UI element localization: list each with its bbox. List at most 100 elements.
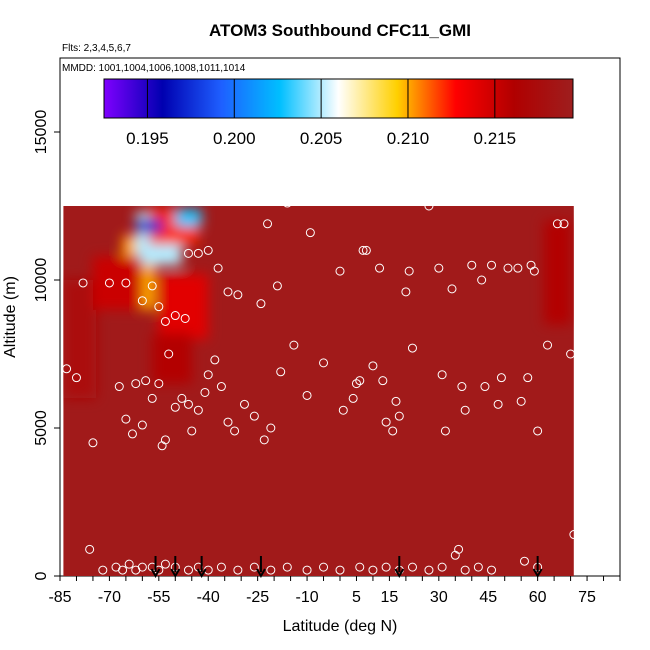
flight-point: [513, 263, 523, 273]
x-tick-label: -55: [147, 589, 170, 606]
flight-point: [437, 562, 447, 572]
flight-point: [378, 376, 388, 386]
flight-point: [170, 402, 180, 412]
flight-point: [447, 284, 457, 294]
flight-point: [121, 278, 131, 288]
flight-marker-arrowhead: [196, 568, 207, 579]
heatmap-cell: [544, 220, 571, 325]
flight-point: [164, 349, 174, 359]
flight-point: [404, 266, 414, 276]
flight-point: [193, 248, 203, 258]
flight-point: [131, 379, 141, 389]
flight-point: [137, 296, 147, 306]
flight-point: [351, 379, 361, 389]
flight-point: [147, 393, 157, 403]
flight-point: [368, 565, 378, 575]
flight-point: [98, 565, 108, 575]
flight-point: [407, 343, 417, 353]
flight-point: [104, 278, 114, 288]
heatmap-cell: [152, 333, 192, 384]
flight-point: [85, 544, 95, 554]
flight-point: [519, 556, 529, 566]
flight-point: [249, 562, 259, 572]
flight-point: [233, 290, 243, 300]
x-tick-label: -25: [246, 589, 269, 606]
x-tick-label: 75: [578, 589, 596, 606]
flight-point: [88, 438, 98, 448]
flight-point: [137, 562, 147, 572]
chart-title: ATOM3 Southbound CFC11_GMI: [209, 21, 471, 40]
flight-point: [71, 373, 81, 383]
flight-point: [62, 364, 72, 374]
flight-point: [147, 281, 157, 291]
flight-point: [460, 565, 470, 575]
flight-point: [263, 219, 273, 229]
flight-point: [319, 562, 329, 572]
flight-point: [272, 281, 282, 291]
flight-point: [467, 260, 477, 270]
x-tick-label: 45: [479, 589, 497, 606]
flight-point: [160, 435, 170, 445]
flight-point: [121, 414, 131, 424]
flight-points: [62, 198, 579, 575]
flight-point: [473, 562, 483, 572]
heatmap-cell: [158, 274, 209, 340]
heatmap-cell: [92, 256, 143, 310]
flight-point: [160, 559, 170, 569]
flight-point: [183, 565, 193, 575]
flight-point: [460, 405, 470, 415]
flight-point: [424, 565, 434, 575]
flight-point: [529, 266, 539, 276]
flight-point: [200, 387, 210, 397]
flight-point: [434, 263, 444, 273]
colorbar-gradient: [103, 78, 574, 119]
flight-point: [289, 340, 299, 350]
flight-point: [401, 287, 411, 297]
flight-point: [203, 245, 213, 255]
flight-point: [457, 382, 467, 392]
flight-point: [216, 562, 226, 572]
flight-point: [543, 340, 553, 350]
flight-point: [137, 420, 147, 430]
flight-point: [487, 565, 497, 575]
flight-point: [566, 349, 576, 359]
flight-point: [480, 382, 490, 392]
y-tick-label: 10000: [33, 258, 50, 303]
flight-point: [487, 260, 497, 270]
flight-point: [533, 426, 543, 436]
flight-point: [407, 562, 417, 572]
x-axis: -85 -70 -55 -40 -25 -10 5 15 30 45 60 75: [48, 576, 621, 606]
flight-point: [170, 311, 180, 321]
colorbar-tick-label: 0.215: [474, 129, 517, 148]
flight-point: [388, 426, 398, 436]
x-tick-label: 5: [352, 589, 361, 606]
flight-point: [454, 544, 464, 554]
flight-point: [437, 370, 447, 380]
flight-point: [552, 219, 562, 229]
y-axis-label: Altitude (m): [2, 276, 19, 358]
flight-point: [230, 426, 240, 436]
flight-point: [216, 382, 226, 392]
x-tick-label: -85: [48, 589, 71, 606]
flight-point: [213, 263, 223, 273]
flight-point: [559, 219, 569, 229]
flight-point: [302, 565, 312, 575]
flight-point: [381, 562, 391, 572]
flight-point: [193, 405, 203, 415]
dates-note: MMDD: 1001,1004,1006,1008,1011,1014: [62, 63, 246, 74]
flight-point: [302, 390, 312, 400]
y-tick-label: 0: [33, 571, 50, 580]
flight-point: [114, 382, 124, 392]
flight-point: [394, 411, 404, 421]
flight-point: [381, 417, 391, 427]
flight-point: [477, 275, 487, 285]
flight-point: [160, 316, 170, 326]
flight-point: [266, 423, 276, 433]
flight-point: [282, 198, 292, 208]
flight-point: [282, 562, 292, 572]
flight-point: [305, 228, 315, 238]
colorbar-tick-label: 0.210: [387, 129, 430, 148]
flight-point: [259, 435, 269, 445]
flight-marker-arrowhead: [394, 568, 405, 579]
